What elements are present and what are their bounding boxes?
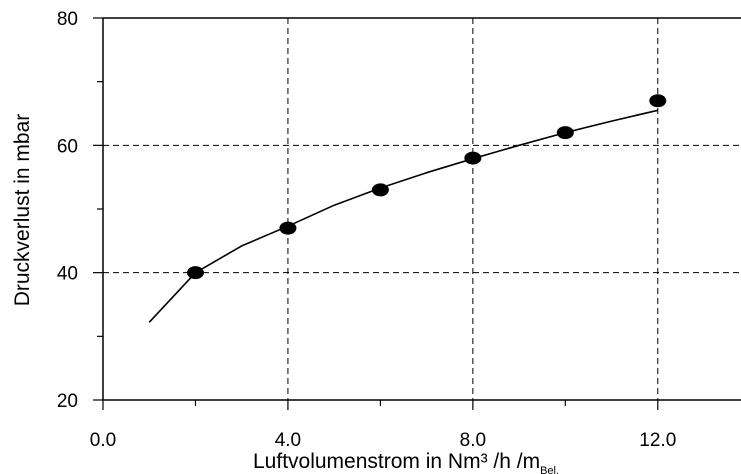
data-point <box>279 221 297 235</box>
grid-lines <box>103 18 741 400</box>
y-tick-label: 60 <box>57 136 78 157</box>
axes <box>102 17 741 401</box>
fit-curve <box>148 109 658 323</box>
tick-marks <box>93 17 659 410</box>
plot-area <box>148 94 667 323</box>
tick-labels: 0.0 4.0 8.0 12.0 20 40 60 80 <box>57 9 676 451</box>
x-tick-label: 8.0 <box>460 430 486 451</box>
x-tick-label: 0.0 <box>90 430 116 451</box>
x-tick-label: 12.0 <box>639 430 676 451</box>
y-tick-label: 80 <box>57 9 78 30</box>
x-axis-label: Luftvolumenstrom in Nm³ /h /m <box>253 450 540 473</box>
data-point <box>464 151 482 165</box>
x-tick-label: 4.0 <box>275 430 301 451</box>
data-point <box>186 266 204 280</box>
data-point <box>371 183 389 197</box>
x-axis-label-subscript: Bel. <box>540 465 559 474</box>
data-point <box>556 126 574 140</box>
x-axis-title: Luftvolumenstrom in Nm³ /h /mBel. <box>253 450 559 474</box>
y-axis-title: Druckverlust in mbar <box>11 114 34 307</box>
y-tick-label: 20 <box>57 391 78 412</box>
data-point <box>649 94 667 108</box>
y-tick-label: 40 <box>57 264 78 285</box>
